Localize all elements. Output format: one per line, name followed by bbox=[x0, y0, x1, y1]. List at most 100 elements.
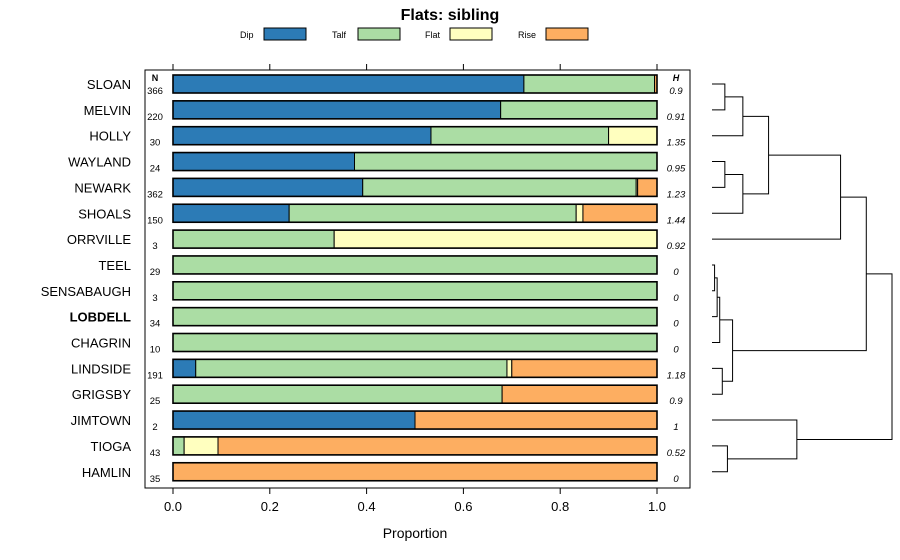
bar-outline-tioga bbox=[172, 436, 658, 456]
x-tick-label: 0.2 bbox=[261, 499, 279, 514]
h-value-chagrin: 0 bbox=[673, 345, 679, 356]
bar-segment-melvin-dip bbox=[172, 100, 502, 120]
dendrogram-branch bbox=[712, 173, 744, 214]
h-value-newark: 1.23 bbox=[667, 189, 686, 200]
bar-outline-jimtown bbox=[172, 410, 658, 430]
bar-outline-wayland bbox=[172, 151, 658, 172]
row-label-newark: NEWARK bbox=[74, 180, 131, 195]
bar-segment-lindside-flat bbox=[506, 358, 513, 378]
bar-segment-grigsby-talf bbox=[172, 384, 503, 404]
n-value-wayland: 24 bbox=[150, 164, 161, 175]
n-value-lindside: 191 bbox=[147, 370, 163, 381]
bar-segment-hamlin-rise bbox=[172, 462, 658, 482]
row-label-holly: HOLLY bbox=[89, 129, 131, 144]
x-axis-label: Proportion bbox=[383, 525, 448, 541]
bar-segment-tioga-talf bbox=[172, 436, 185, 456]
n-value-grigsby: 25 bbox=[150, 396, 161, 407]
dendrogram bbox=[712, 83, 893, 473]
chart-title: Flats: sibling bbox=[401, 7, 500, 24]
bar-segment-lindside-dip bbox=[172, 358, 197, 378]
h-value-teel: 0 bbox=[673, 267, 679, 278]
h-value-holly: 1.35 bbox=[667, 138, 686, 149]
row-label-grigsby: GRIGSBY bbox=[72, 387, 132, 402]
h-value-tioga: 0.52 bbox=[667, 448, 686, 459]
h-value-lindside: 1.18 bbox=[667, 370, 686, 381]
dendrogram-branch bbox=[712, 83, 726, 111]
bar-outline-chagrin bbox=[172, 332, 658, 353]
bar-segment-newark-rise bbox=[637, 177, 658, 197]
bar-outline-grigsby bbox=[172, 384, 658, 405]
n-value-lobdell: 34 bbox=[150, 319, 161, 330]
h-value-sensabaugh: 0 bbox=[673, 293, 679, 304]
h-value-grigsby: 0.9 bbox=[669, 396, 683, 407]
bar-outline-hamlin bbox=[172, 461, 658, 482]
bar-segment-newark-talf bbox=[362, 177, 637, 197]
bar-segment-tioga-rise bbox=[217, 436, 658, 456]
n-value-melvin: 220 bbox=[147, 112, 163, 123]
bar-segment-lobdell-talf bbox=[172, 307, 658, 327]
bar-outline-shoals bbox=[172, 203, 658, 224]
dendrogram-branch bbox=[712, 161, 726, 188]
plot-panel-frame bbox=[144, 69, 691, 489]
h-value-melvin: 0.91 bbox=[667, 112, 686, 123]
n-value-sensabaugh: 3 bbox=[152, 293, 157, 304]
x-tick-label: 0.8 bbox=[551, 499, 569, 514]
x-tick-label: 0.0 bbox=[164, 499, 182, 514]
bar-outline-newark bbox=[172, 177, 658, 198]
row-label-sloan: SLOAN bbox=[87, 77, 131, 92]
bar-segment-lindside-talf bbox=[195, 358, 508, 378]
bar-segment-holly-flat bbox=[608, 126, 658, 146]
legend: Dip Talf Flat Rise bbox=[240, 27, 589, 41]
h-value-lobdell: 0 bbox=[673, 319, 679, 330]
bar-segment-sensabaugh-talf bbox=[172, 281, 658, 301]
n-value-tioga: 43 bbox=[150, 448, 161, 459]
bar-segment-sloan-talf bbox=[523, 74, 656, 94]
h-value-wayland: 0.95 bbox=[667, 164, 686, 175]
bar-segment-orrville-talf bbox=[172, 229, 335, 249]
bar-outline-teel bbox=[172, 255, 658, 275]
legend-swatch-dip bbox=[263, 27, 307, 41]
bar-segment-orrville-flat bbox=[333, 229, 658, 249]
legend-label-dip: Dip bbox=[240, 30, 254, 40]
n-value-holly: 30 bbox=[150, 138, 161, 149]
bar-segment-melvin-talf bbox=[500, 100, 658, 120]
bar-segment-lindside-rise bbox=[511, 358, 658, 378]
x-tick-label: 0.4 bbox=[358, 499, 376, 514]
x-tick-label: 1.0 bbox=[648, 499, 666, 514]
bar-segment-shoals-dip bbox=[172, 203, 290, 223]
n-value-chagrin: 10 bbox=[150, 345, 161, 356]
x-tick-label: 0.6 bbox=[454, 499, 472, 514]
row-label-shoals: SHOALS bbox=[78, 206, 131, 221]
dendrogram-branch bbox=[712, 296, 721, 343]
row-label-melvin: MELVIN bbox=[84, 103, 131, 118]
bar-segment-newark-dip bbox=[172, 177, 364, 197]
n-value-jimtown: 2 bbox=[152, 422, 157, 433]
n-value-shoals: 150 bbox=[147, 215, 163, 226]
h-value-hamlin: 0 bbox=[673, 474, 679, 485]
dendrogram-branch bbox=[712, 96, 744, 137]
bar-segment-grigsby-rise bbox=[501, 384, 658, 404]
bar-outline-sensabaugh bbox=[172, 280, 658, 301]
h-value-jimtown: 1 bbox=[673, 422, 678, 433]
bar-outline-lobdell bbox=[172, 306, 658, 327]
dendrogram-branch bbox=[712, 154, 842, 240]
dendrogram-branch bbox=[712, 264, 716, 292]
bar-segment-wayland-talf bbox=[354, 152, 658, 172]
n-value-newark: 362 bbox=[147, 189, 163, 200]
h-value-shoals: 1.44 bbox=[667, 215, 686, 226]
legend-label-talf: Talf bbox=[332, 30, 347, 40]
row-label-jimtown: JIMTOWN bbox=[71, 413, 131, 428]
x-axis: 0.0 0.2 0.4 0.6 0.8 1.0 bbox=[164, 64, 666, 514]
row-label-hamlin: HAMLIN bbox=[82, 465, 131, 480]
bar-segment-jimtown-dip bbox=[172, 410, 416, 430]
bar-segment-holly-dip bbox=[172, 126, 432, 146]
bar-segment-sloan-dip bbox=[172, 74, 525, 94]
dendrogram-branch bbox=[796, 273, 893, 440]
h-value-sloan: 0.9 bbox=[669, 86, 683, 97]
n-column-header: N bbox=[152, 73, 159, 83]
bar-outline-holly bbox=[172, 125, 658, 146]
n-value-orrville: 3 bbox=[152, 241, 157, 252]
legend-swatch-talf bbox=[357, 27, 401, 41]
bar-outline-orrville bbox=[172, 229, 658, 249]
